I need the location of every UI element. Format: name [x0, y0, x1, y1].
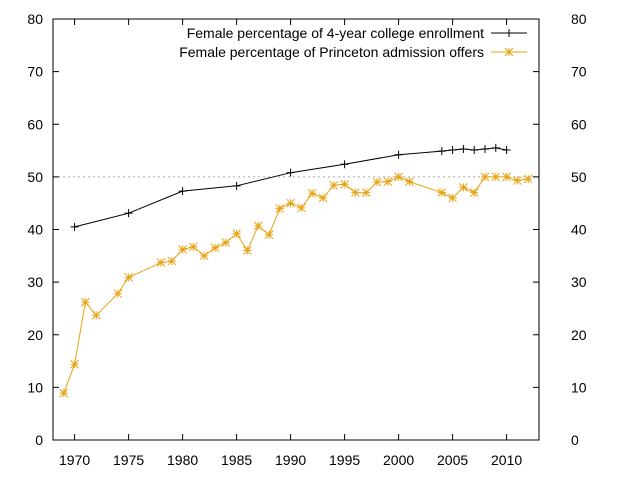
y-tick-label-left: 0 — [35, 432, 43, 448]
data-point — [351, 188, 360, 198]
data-point — [113, 289, 123, 299]
legend-marker-2 — [504, 47, 514, 57]
data-point — [178, 245, 187, 254]
data-point — [199, 251, 209, 261]
data-point — [480, 172, 490, 182]
data-point — [372, 177, 382, 187]
data-point — [469, 188, 479, 198]
y-tick-label-left: 20 — [27, 327, 43, 343]
data-point — [523, 174, 533, 184]
x-tick-label: 2010 — [491, 452, 522, 468]
data-point — [59, 388, 69, 398]
data-point — [221, 238, 231, 248]
x-tick-label: 2005 — [437, 452, 468, 468]
data-point — [340, 179, 349, 189]
x-tick-label: 1975 — [113, 452, 144, 468]
data-point — [243, 246, 252, 255]
x-tick-label: 1970 — [59, 452, 90, 468]
data-point — [70, 359, 79, 369]
data-point — [491, 143, 500, 152]
data-point — [232, 229, 241, 239]
data-point — [394, 172, 403, 182]
legend-marker-1 — [505, 29, 513, 37]
legend: Female percentage of 4-year college enro… — [179, 25, 527, 60]
series-2-line — [63, 176, 529, 394]
data-point — [275, 204, 285, 213]
data-point — [167, 256, 177, 266]
y-tick-label-left: 60 — [27, 116, 43, 132]
data-point — [329, 180, 339, 190]
y-tick-label-left: 10 — [27, 379, 43, 395]
legend-label-2: Female percentage of Princeton admission… — [179, 44, 484, 60]
y-tick-label-right: 40 — [571, 222, 587, 238]
y-tick-label-right: 30 — [571, 274, 587, 290]
data-point — [318, 193, 328, 203]
data-point — [459, 144, 468, 153]
data-point — [286, 198, 295, 208]
axes-group: 0 0 10 10 20 20 30 30 40 40 50 50 60 60 70 70 80 80 1970 19… — [27, 11, 586, 468]
data-point — [340, 160, 349, 169]
y-tick-label-right: 10 — [571, 379, 587, 395]
data-point — [437, 188, 447, 198]
x-tick-label: 1990 — [275, 452, 306, 468]
data-point — [361, 188, 371, 198]
data-point — [481, 144, 489, 153]
data-point — [459, 183, 468, 192]
data-point — [448, 193, 457, 203]
data-point — [264, 230, 274, 240]
y-tick-label-right: 20 — [571, 327, 587, 343]
data-point — [448, 146, 457, 155]
y-tick-label-right: 50 — [571, 169, 587, 185]
x-tick-label: 1985 — [221, 452, 252, 468]
y-tick-label-left: 70 — [27, 64, 43, 80]
data-point — [178, 187, 187, 196]
y-tick-label-left: 50 — [27, 169, 43, 185]
x-tick-label: 1980 — [167, 452, 198, 468]
legend-label-1: Female percentage of 4-year college enro… — [187, 25, 484, 41]
data-point — [124, 209, 133, 218]
data-point — [437, 147, 446, 156]
y-tick-label-right: 60 — [571, 116, 587, 132]
data-point — [253, 221, 263, 231]
series-group — [59, 143, 533, 398]
data-point — [502, 172, 511, 182]
y-tick-label-left: 30 — [27, 274, 43, 290]
data-point — [502, 146, 511, 155]
y-tick-label-left: 80 — [27, 11, 43, 27]
data-point — [156, 258, 166, 268]
x-tick-label: 2000 — [383, 452, 414, 468]
y-tick-label-left: 40 — [27, 222, 43, 238]
y-tick-label-right: 70 — [571, 64, 587, 80]
data-point — [189, 242, 198, 252]
data-point — [491, 172, 501, 182]
y-tick-label-right: 0 — [571, 432, 579, 448]
data-point — [383, 177, 393, 186]
data-point — [470, 146, 479, 155]
data-point — [394, 150, 403, 159]
data-point — [70, 222, 79, 231]
data-point — [124, 273, 133, 282]
data-point — [286, 168, 295, 177]
data-point — [405, 177, 414, 186]
data-point — [307, 188, 317, 198]
series-1 — [70, 143, 511, 231]
data-point — [81, 297, 90, 307]
data-point — [297, 203, 306, 213]
series-2 — [59, 172, 533, 398]
data-point — [232, 181, 241, 190]
data-point — [91, 310, 101, 320]
x-tick-label: 1995 — [329, 452, 360, 468]
series-1-line — [74, 147, 507, 228]
y-tick-label-right: 80 — [571, 11, 587, 27]
data-point — [513, 176, 522, 185]
data-point — [210, 243, 220, 253]
plot-frame — [52, 18, 540, 441]
